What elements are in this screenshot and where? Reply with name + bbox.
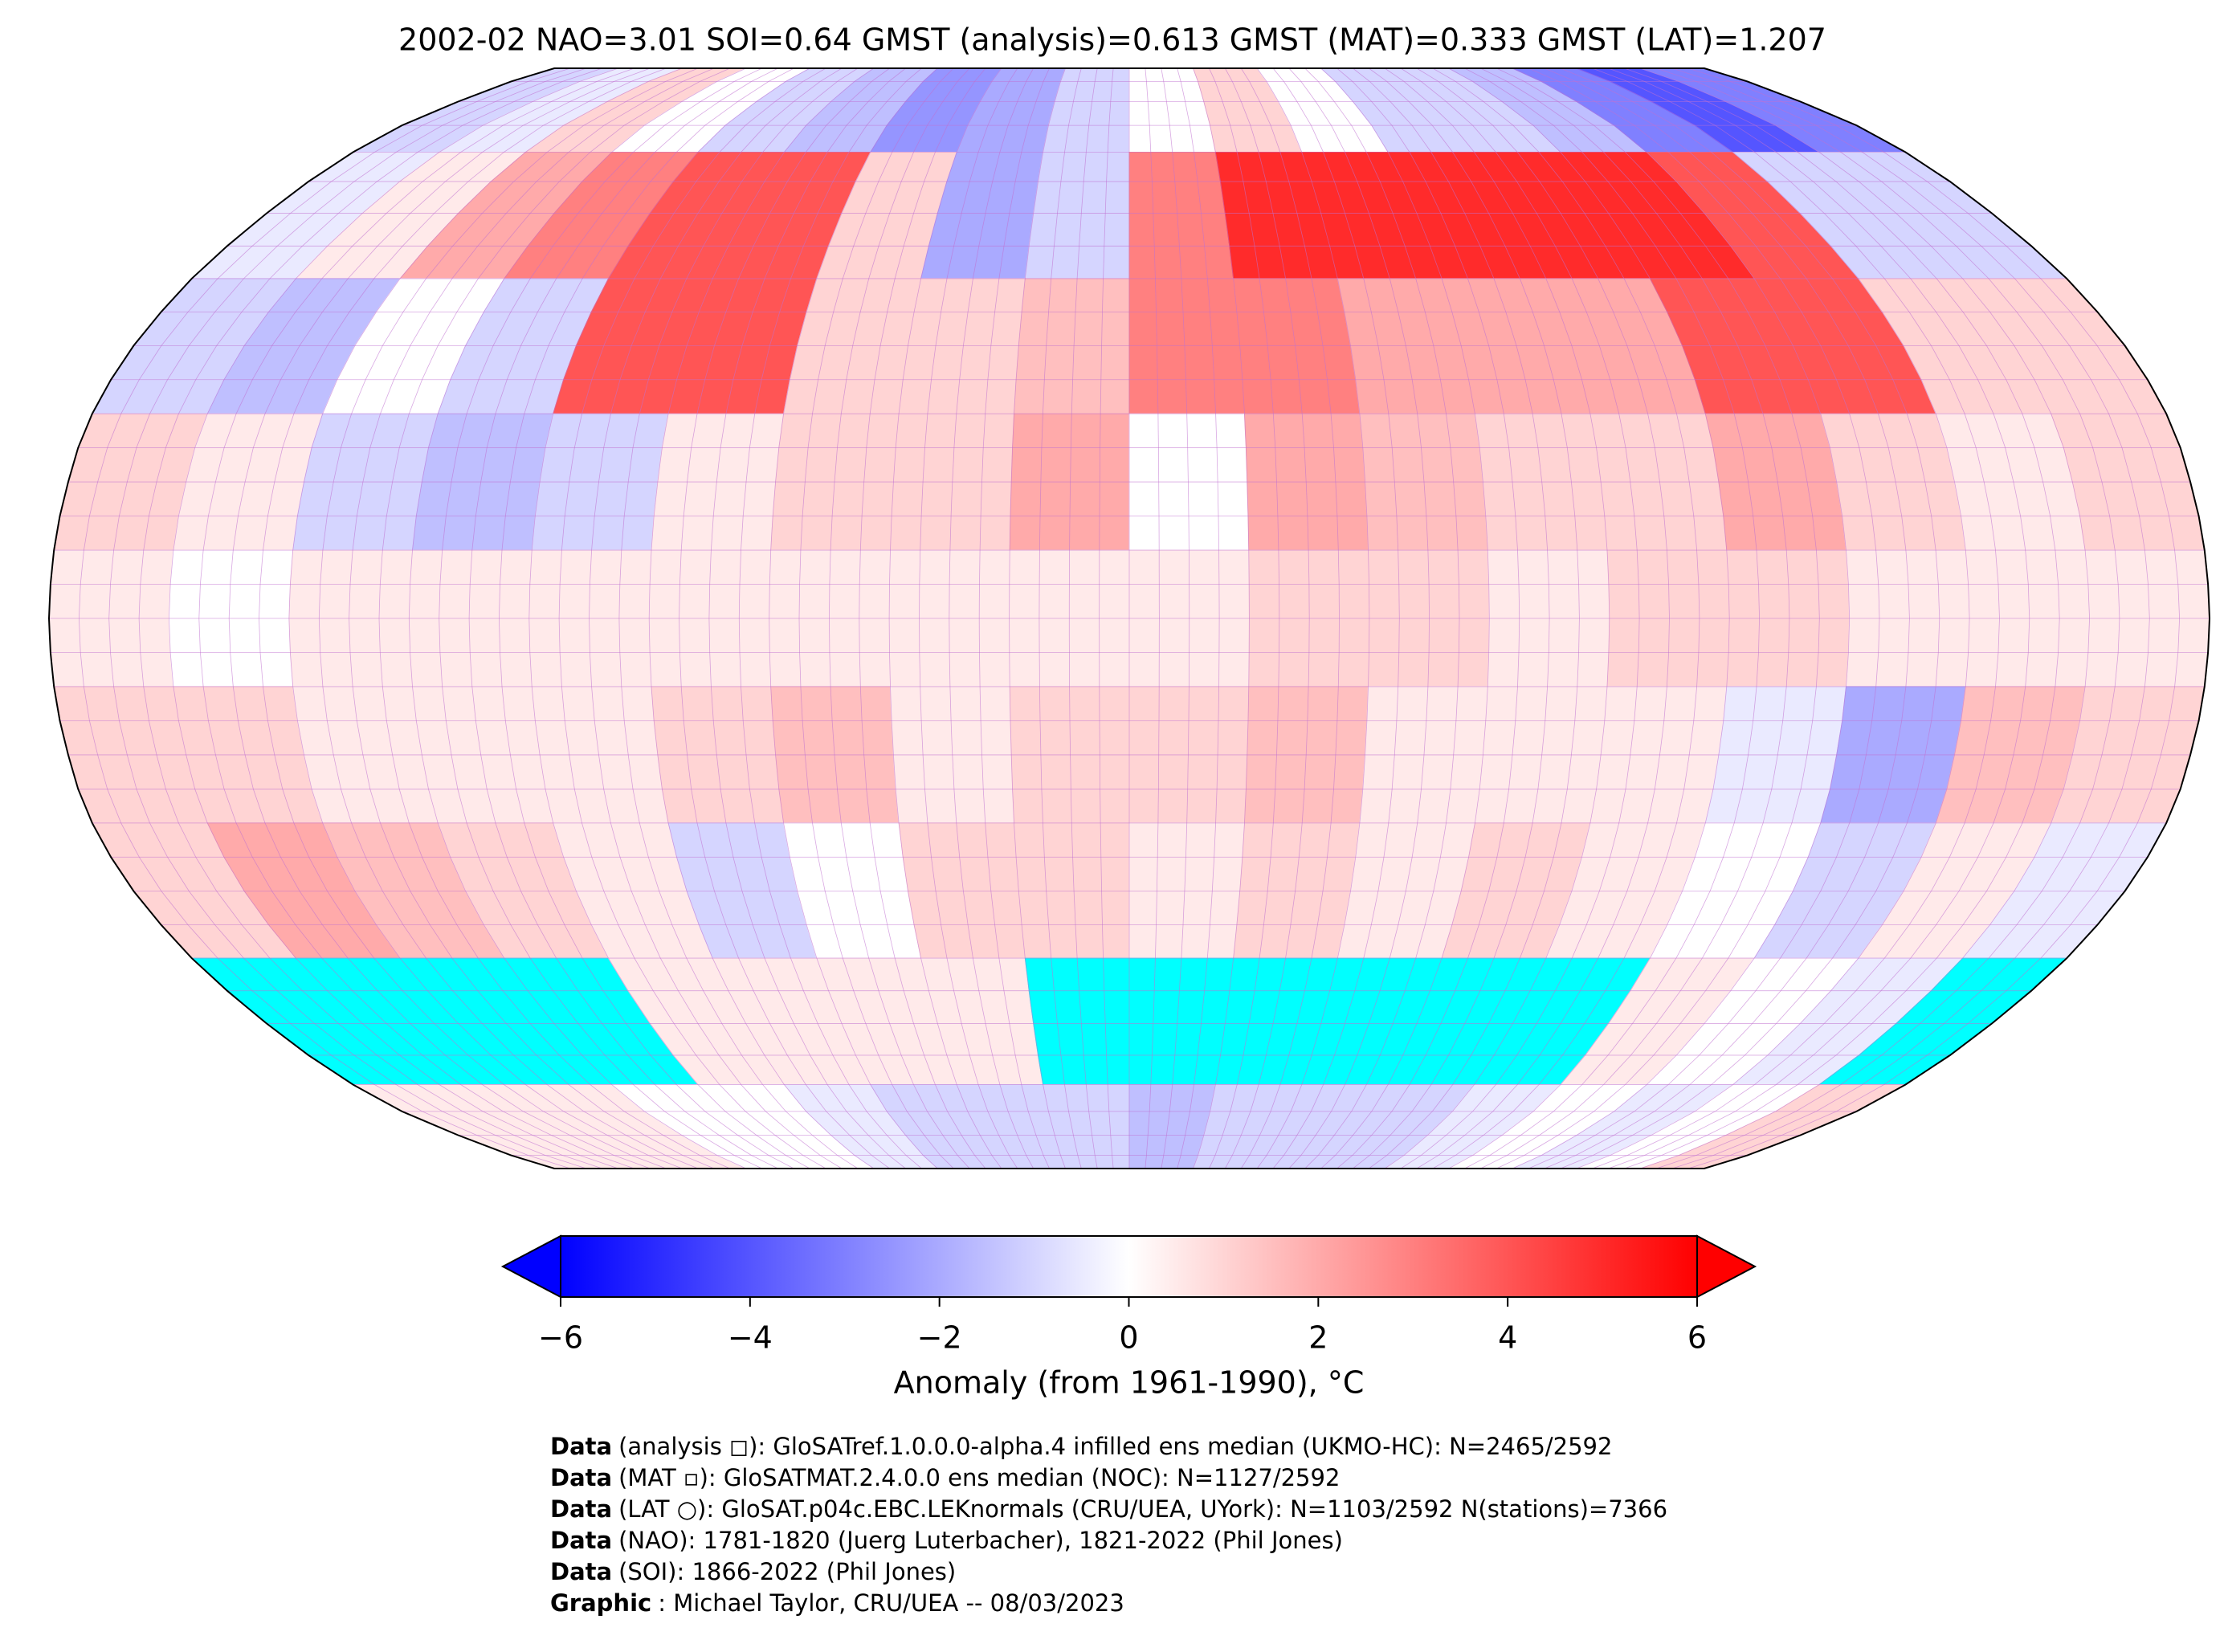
- credit-label: Graphic: [550, 1589, 652, 1617]
- credit-text: (analysis ◻): GloSATref.1.0.0.0-alpha.4 …: [618, 1433, 1613, 1460]
- credit-text: (MAT ▫): GloSATMAT.2.4.0.0 ens median (N…: [618, 1464, 1341, 1491]
- colorbar-tick-label: 2: [1308, 1320, 1328, 1356]
- map-cell: [1013, 278, 1130, 414]
- credit-label: Data: [550, 1495, 613, 1523]
- credit-label: Data: [550, 1558, 613, 1585]
- colorbar-body: [560, 1235, 1698, 1298]
- map-cell: [1128, 152, 1234, 279]
- map-cell: [1128, 278, 1246, 414]
- credit-line: Data (SOI): 1866-2022 (Phil Jones): [550, 1556, 1667, 1588]
- credit-label: Data: [550, 1464, 613, 1491]
- colorbar: −6 −4 −2 0 2 4 6 Anomaly (from 1961-1990), °C: [500, 1234, 1757, 1401]
- credit-text: (SOI): 1866-2022 (Phil Jones): [618, 1558, 957, 1585]
- credit-text: (LAT ○): GloSAT.p04c.EBC.LEKnormals (CRU…: [618, 1495, 1668, 1523]
- map-cell: [898, 822, 1026, 959]
- chart-title: 2002-02 NAO=3.01 SOI=0.64 GMST (analysis…: [398, 22, 1826, 58]
- colorbar-arrow-high: [1696, 1234, 1757, 1299]
- map-cell: [1233, 822, 1361, 959]
- credit-text: (NAO): 1781-1820 (Juerg Luterbacher), 18…: [618, 1527, 1343, 1554]
- map-cell: [1013, 822, 1130, 959]
- credit-line: Data (analysis ◻): GloSATref.1.0.0.0-alph…: [550, 1431, 1667, 1462]
- map-cell: [898, 278, 1026, 414]
- colorbar-tick-label: −4: [728, 1320, 773, 1356]
- colorbar-tick-label: 4: [1498, 1320, 1517, 1356]
- map-cell: [1024, 152, 1130, 279]
- colorbar-tick-label: −2: [917, 1320, 962, 1356]
- credit-label: Data: [550, 1527, 613, 1554]
- colorbar-tick-label: 0: [1119, 1320, 1138, 1356]
- colorbar-arrow-low: [500, 1234, 561, 1299]
- map-cell: [1024, 957, 1130, 1085]
- credit-line: Data (NAO): 1781-1820 (Juerg Luterbacher)…: [550, 1525, 1667, 1556]
- map-cell: [1233, 278, 1361, 414]
- map-grid: [47, 67, 2211, 1169]
- credit-line: Data (MAT ▫): GloSATMAT.2.4.0.0 ens media…: [550, 1462, 1667, 1494]
- map-outline: [47, 67, 2211, 1169]
- credit-line: Graphic: Michael Taylor, CRU/UEA -- 08/0…: [550, 1588, 1667, 1619]
- credit-text: : Michael Taylor, CRU/UEA -- 08/03/2023: [658, 1589, 1124, 1617]
- chart: 2002-02 NAO=3.01 SOI=0.64 GMST (analysis…: [47, 22, 2211, 1401]
- colorbar-tick-label: −6: [538, 1320, 583, 1356]
- map-cell: [1128, 957, 1234, 1085]
- colorbar-label: Anomaly (from 1961-1990), °C: [894, 1365, 1365, 1401]
- colorbar-tick-label: 6: [1687, 1320, 1707, 1356]
- credit-label: Data: [550, 1433, 613, 1460]
- credits: Data (analysis ◻): GloSATref.1.0.0.0-alph…: [550, 1431, 1667, 1619]
- map-cell: [1128, 822, 1246, 959]
- credit-line: Data (LAT ○): GloSAT.p04c.EBC.LEKnormals …: [550, 1494, 1667, 1525]
